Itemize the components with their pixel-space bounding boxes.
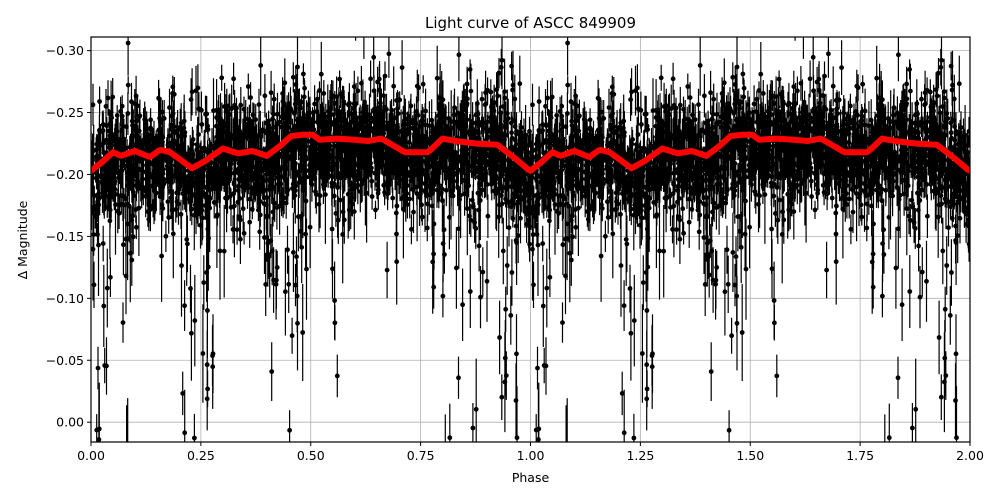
- x-tick-label: 0.50: [297, 448, 325, 463]
- y-tick-label: −0.20: [46, 167, 84, 182]
- y-tick-label: −0.05: [46, 353, 84, 368]
- x-tick-label: 1.50: [736, 448, 764, 463]
- x-tick-label: 2.00: [956, 448, 984, 463]
- x-axis-ticks: 0.00 0.25 0.50 0.75 1.00 1.25 1.50 1.75 2.00: [77, 442, 984, 463]
- x-tick-label: 1.00: [517, 448, 545, 463]
- x-tick-label: 0.75: [407, 448, 435, 463]
- x-axis-label: Phase: [512, 470, 550, 485]
- y-tick-label: 0.00: [56, 415, 84, 430]
- y-tick-label: −0.10: [46, 291, 84, 306]
- observation-points: [91, 40, 970, 442]
- binned-mean-curve: [91, 131, 970, 174]
- y-tick-label: −0.30: [46, 43, 84, 58]
- x-tick-label: 0.00: [77, 448, 105, 463]
- x-tick-label: 0.25: [187, 448, 215, 463]
- y-tick-label: −0.25: [46, 105, 84, 120]
- y-tick-label: −0.15: [46, 229, 84, 244]
- y-axis-label: Δ Magnitude: [15, 200, 30, 279]
- x-tick-label: 1.25: [626, 448, 654, 463]
- chart-title: Light curve of ASCC 849909: [425, 14, 636, 32]
- x-tick-label: 1.75: [846, 448, 874, 463]
- y-axis-ticks: −0.30 −0.25 −0.20 −0.15 −0.10 −0.05 0.00: [46, 43, 91, 430]
